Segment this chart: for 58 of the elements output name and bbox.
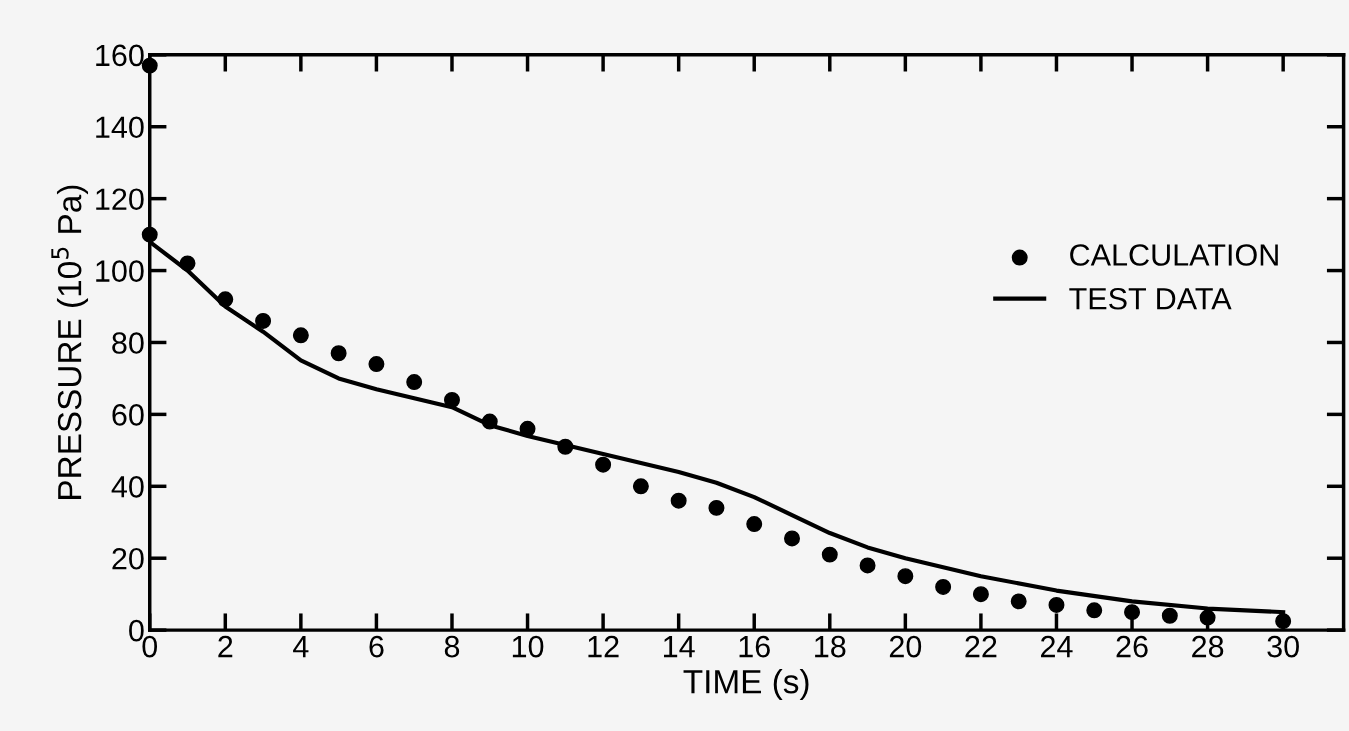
point: [1161, 607, 1178, 624]
point: [444, 392, 460, 408]
x-tick-label: 22: [965, 635, 997, 658]
point: [557, 438, 574, 455]
point: [859, 557, 876, 574]
y-tick-label: 80: [112, 332, 144, 354]
x-tick-label: 26: [1116, 635, 1148, 658]
point: [179, 255, 196, 272]
point: [141, 226, 158, 243]
x-tick-label: 6: [369, 635, 384, 658]
x-tick-label: 0: [142, 635, 158, 658]
point: [368, 356, 385, 373]
x-tick-label: 8: [444, 635, 460, 658]
x-axis-title: TIME (s): [683, 669, 809, 701]
y-tick-label: 120: [96, 188, 144, 211]
point: [746, 516, 763, 533]
x-tick-label: 16: [739, 635, 770, 658]
point: [1199, 609, 1216, 626]
point: [632, 478, 649, 495]
y-tick-label: 20: [112, 547, 144, 570]
y-tick-label: 140: [96, 116, 144, 139]
y-tick-label: 40: [111, 476, 144, 498]
x-tick-label: 2: [218, 635, 233, 658]
x-tick-label: 12: [588, 635, 619, 658]
point: [595, 456, 612, 473]
point: [481, 413, 498, 430]
point: [519, 420, 536, 437]
x-tick-label: 4: [293, 636, 309, 658]
point: [1010, 593, 1027, 610]
x-tick-label: 20: [889, 635, 922, 658]
point: [292, 327, 309, 344]
point: [708, 499, 725, 516]
y-tick-label: 60: [112, 404, 144, 426]
x-tick-label: 18: [815, 635, 846, 658]
x-tick-label: 14: [664, 636, 695, 658]
y-axis-title: PRESSURE (10$^{5}$ Pa): [51, 185, 89, 499]
point: [330, 345, 347, 362]
point: [972, 586, 989, 603]
point: [784, 530, 800, 547]
y-tick-label: 100: [96, 260, 144, 282]
point: [406, 374, 423, 391]
y-tick-label: 0: [129, 619, 144, 642]
point: [821, 546, 838, 563]
point: [670, 492, 687, 509]
point: [1048, 596, 1065, 613]
x-tick-label: 24: [1041, 635, 1073, 658]
legend-label: CALCULATION: [1070, 244, 1278, 266]
point: [1086, 602, 1103, 619]
x-tick-label: 30: [1267, 635, 1299, 658]
y-tick-label: 160: [96, 44, 144, 67]
point: [1124, 604, 1141, 621]
point: [255, 312, 272, 329]
point: [897, 568, 914, 585]
x-tick-label: 28: [1192, 635, 1224, 658]
point: [217, 291, 234, 308]
legend-label: TEST DATA: [1069, 287, 1232, 310]
point: [935, 578, 952, 595]
x-tick-label: 10: [512, 635, 544, 658]
